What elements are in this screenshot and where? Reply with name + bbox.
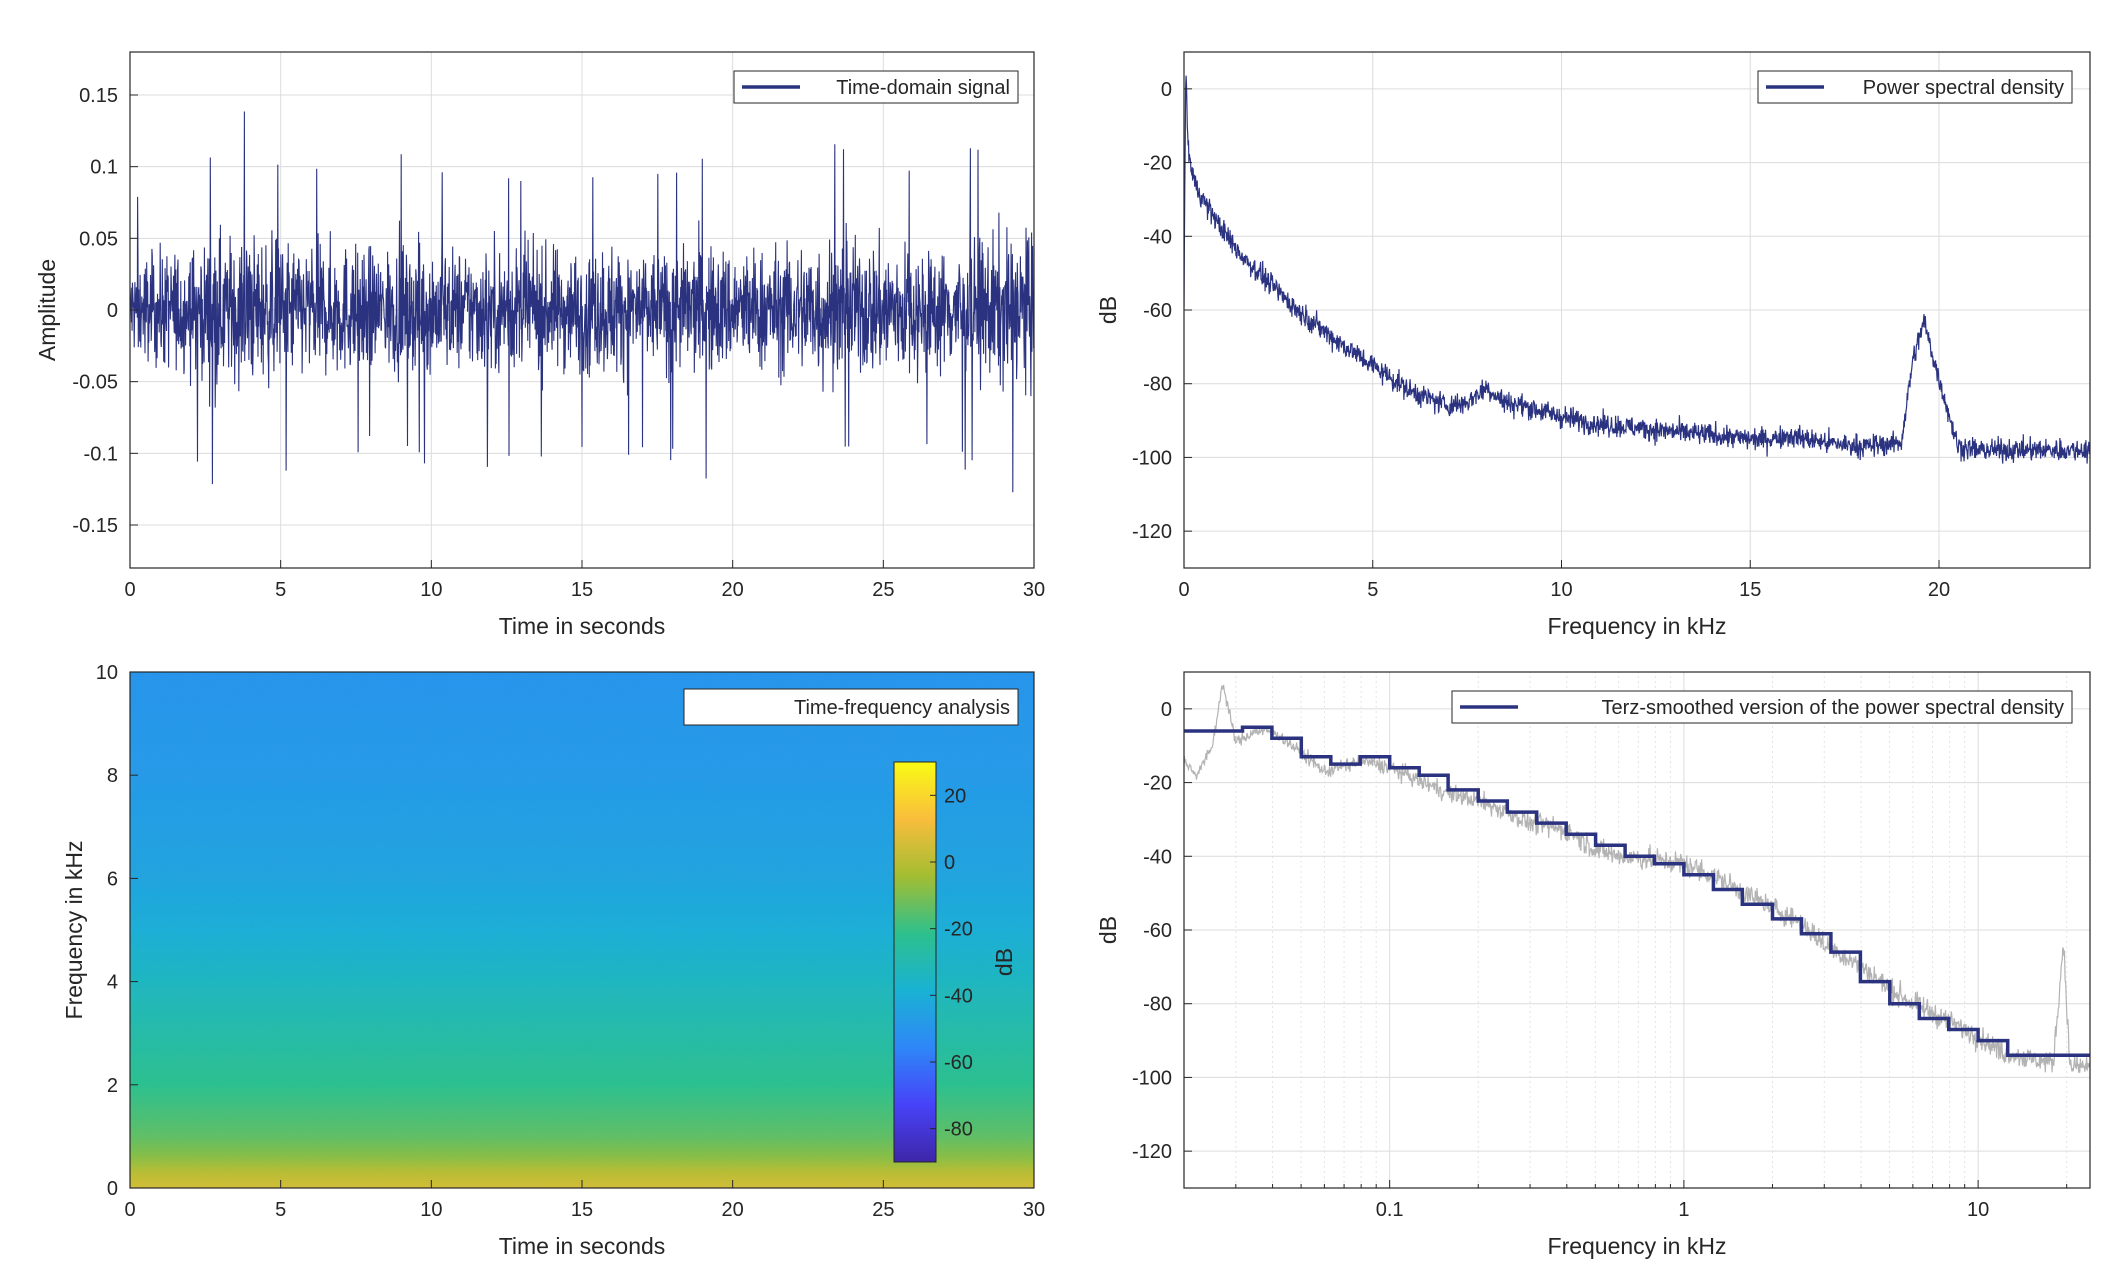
x-tick-label: 10: [420, 579, 442, 601]
x-tick-label: 15: [571, 579, 593, 601]
y-tick-label: -0.15: [72, 515, 118, 537]
colorbar-tick-label: -80: [944, 1119, 973, 1141]
y-tick-label: 0: [107, 1178, 118, 1200]
psd-terz-raw-line: [1184, 684, 2090, 1073]
time-domain-xlabel: Time in seconds: [499, 613, 666, 639]
spectrogram-legend-box: [683, 688, 1019, 726]
psd-linear-legend: Power spectral density: [1757, 70, 2073, 104]
spectrogram-colorbar: -80 -60 -40 -20 0 20 dB: [893, 761, 1017, 1163]
x-tick-label: 0: [124, 1199, 135, 1221]
y-tick-label: 2: [107, 1075, 118, 1097]
y-tick-label: -100: [1132, 1067, 1172, 1089]
spectrogram-panel: 0 5 10 15 20 25 30 0 2 4 6 8 10 Time in seconds Freq…: [61, 662, 1045, 1259]
time-domain-legend-label: Time-domain signal: [836, 77, 1010, 99]
time-domain-panel: 0 5 10 15 20 25 30 -0.15 -0.1 -0.05 0 0.05 0.1 0.15 T…: [34, 51, 1045, 639]
colorbar-tick-label: 20: [944, 785, 966, 807]
psd-linear-xlabel: Frequency in kHz: [1548, 613, 1727, 639]
y-tick-label: -0.05: [72, 372, 118, 394]
colorbar-tick-label: -20: [944, 919, 973, 941]
x-tick-label: 30: [1023, 579, 1045, 601]
psd-terz-smoothed-line: [1184, 725, 2090, 1058]
psd-terz-panel: 0.1 1 10 -120 -100 -80 -60 -40 -20 0 Frequency in…: [1095, 671, 2091, 1259]
x-tick-label: 20: [722, 579, 744, 601]
psd-linear-legend-label: Power spectral density: [1863, 77, 2064, 99]
y-tick-label: 0: [1161, 699, 1172, 721]
y-tick-label: 8: [107, 765, 118, 787]
psd-linear-ylabel: dB: [1095, 296, 1121, 324]
y-tick-label: 0: [1161, 79, 1172, 101]
spectrogram-xlabel: Time in seconds: [499, 1233, 666, 1259]
x-tick-label: 15: [1739, 579, 1761, 601]
y-tick-label: 6: [107, 868, 118, 890]
psd-terz-grid: [1184, 672, 2090, 1188]
spectrogram-heatmap: [130, 672, 1034, 1188]
y-tick-label: -60: [1143, 300, 1172, 322]
x-tick-label: 15: [571, 1199, 593, 1221]
y-tick-label: 0.05: [79, 228, 118, 250]
x-tick-label: 5: [1367, 579, 1378, 601]
x-tick-label: 20: [722, 1199, 744, 1221]
psd-linear-grid: [1183, 52, 2090, 568]
x-tick-label: 0: [124, 579, 135, 601]
y-tick-label: -20: [1143, 773, 1172, 795]
psd-terz-ticks: 0.1 1 10 -120 -100 -80 -60 -40 -20 0: [1132, 699, 1989, 1221]
time-domain-ylabel: Amplitude: [34, 259, 60, 361]
psd-terz-legend-label: Terz-smoothed version of the power spect…: [1602, 697, 2064, 719]
spectrogram-legend-label: Time-frequency analysis: [794, 697, 1010, 719]
y-tick-label: -40: [1143, 226, 1172, 248]
x-tick-label: 5: [275, 1199, 286, 1221]
y-tick-label: 10: [96, 662, 118, 684]
y-tick-label: -20: [1143, 153, 1172, 175]
y-tick-label: -40: [1143, 846, 1172, 868]
y-tick-label: -100: [1132, 447, 1172, 469]
psd-linear-line: [1184, 75, 2090, 464]
x-tick-label: 25: [872, 579, 894, 601]
colorbar-tick-label: -60: [944, 1052, 973, 1074]
psd-terz-xlabel: Frequency in kHz: [1548, 1233, 1727, 1259]
colorbar-gradient: [893, 761, 937, 1163]
x-tick-label: 20: [1928, 579, 1950, 601]
spectrogram-image: [130, 672, 1034, 1188]
y-tick-label: 0.1: [90, 157, 118, 179]
y-tick-label: -120: [1132, 521, 1172, 543]
y-tick-label: -0.1: [84, 443, 118, 465]
psd-linear-ticks: 0 5 10 15 20 -120 -100 -80 -60 -40 -20 0: [1132, 79, 1950, 601]
x-tick-label: 10: [1967, 1199, 1989, 1221]
x-tick-label: 10: [1550, 579, 1572, 601]
x-tick-label: 0: [1178, 579, 1189, 601]
colorbar-tick-label: 0: [944, 852, 955, 874]
x-tick-label: 0.1: [1376, 1199, 1404, 1221]
x-tick-label: 5: [275, 579, 286, 601]
colorbar-label: dB: [991, 948, 1017, 976]
y-tick-label: 0.15: [79, 85, 118, 107]
y-tick-label: 4: [107, 972, 118, 994]
spectrogram-legend: Time-frequency analysis: [683, 688, 1019, 726]
psd-linear-plot-area: [1184, 75, 2090, 464]
y-tick-label: 0: [107, 300, 118, 322]
x-tick-label: 1: [1678, 1199, 1689, 1221]
x-tick-label: 30: [1023, 1199, 1045, 1221]
psd-terz-ylabel: dB: [1095, 916, 1121, 944]
psd-terz-legend: Terz-smoothed version of the power spect…: [1451, 690, 2073, 724]
time-domain-signal-line: [130, 111, 1034, 493]
psd-linear-panel: 0 5 10 15 20 -120 -100 -80 -60 -40 -20 0 Frequency …: [1095, 51, 2091, 639]
colorbar-ticks: -80 -60 -40 -20 0 20: [930, 785, 973, 1141]
y-tick-label: -60: [1143, 920, 1172, 942]
time-domain-ticks: 0 5 10 15 20 25 30 -0.15 -0.1 -0.05 0 0.05 0.1 0.15: [72, 85, 1045, 601]
time-domain-legend: Time-domain signal: [733, 70, 1019, 104]
y-tick-label: -80: [1143, 374, 1172, 396]
psd-terz-plot-area: [1184, 684, 2090, 1073]
x-tick-label: 25: [872, 1199, 894, 1221]
psd-terz-legend-box: [1451, 690, 2073, 724]
spectrogram-ylabel: Frequency in kHz: [61, 841, 87, 1020]
y-tick-label: -80: [1143, 994, 1172, 1016]
y-tick-label: -120: [1132, 1141, 1172, 1163]
time-domain-plot-area: [130, 111, 1034, 493]
spectrogram-ticks: 0 5 10 15 20 25 30 0 2 4 6 8 10: [96, 662, 1045, 1221]
colorbar-tick-label: -40: [944, 985, 973, 1007]
x-tick-label: 10: [420, 1199, 442, 1221]
